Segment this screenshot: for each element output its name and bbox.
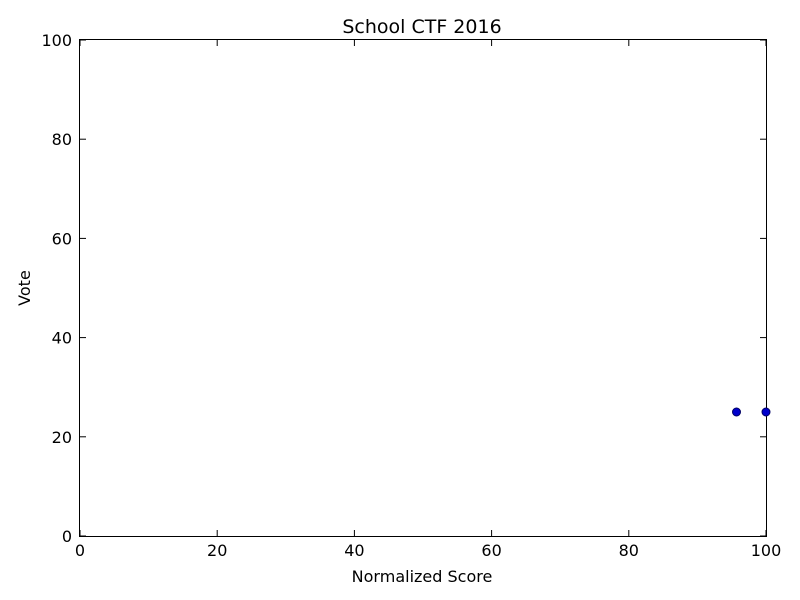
x-tick-label: 80 [619, 541, 639, 560]
y-tick-label: 40 [52, 329, 72, 348]
x-tick-label: 60 [481, 541, 501, 560]
scatter-point [732, 407, 742, 417]
y-tick-label: 80 [52, 130, 72, 149]
x-tick-label: 20 [207, 541, 227, 560]
y-tick-label: 100 [41, 31, 72, 50]
x-tick-label: 40 [344, 541, 364, 560]
scatter-point [761, 407, 771, 417]
x-axis-label: Normalized Score [352, 567, 493, 586]
data-points [732, 407, 771, 417]
x-tick-label: 0 [75, 541, 85, 560]
x-tick-label: 100 [751, 541, 782, 560]
y-tick-label: 20 [52, 428, 72, 447]
y-axis-ticks: 0 20 40 60 80 100 [41, 31, 766, 546]
y-tick-label: 60 [52, 229, 72, 248]
x-axis-ticks: 0 20 40 60 80 100 [75, 40, 781, 560]
y-tick-label: 0 [62, 527, 72, 546]
y-axis-label: Vote [15, 270, 34, 306]
chart-title: School CTF 2016 [342, 16, 501, 38]
plot-frame [79, 39, 767, 537]
